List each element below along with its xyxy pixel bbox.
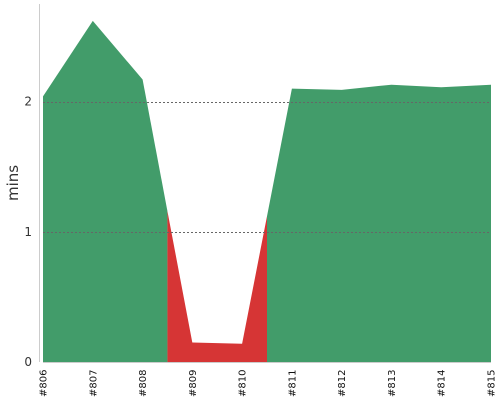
- x-tick-label-812: #812: [337, 370, 348, 397]
- y-tick-label-0: 0: [24, 355, 32, 369]
- gridlines: [43, 102, 491, 233]
- x-tick-label-813: #813: [387, 370, 398, 397]
- y-tick-label-2: 2: [24, 95, 32, 109]
- x-tick-label-806: #806: [39, 370, 50, 397]
- x-tick-label-811: #811: [287, 370, 298, 397]
- area-segment-good: [267, 84, 491, 362]
- y-tick-label-1: 1: [24, 225, 32, 239]
- x-tick-label-814: #814: [437, 370, 448, 397]
- x-tick-label-809: #809: [188, 370, 199, 397]
- x-tick-label-808: #808: [138, 370, 149, 397]
- y-tick-labels: 0 1 2: [24, 95, 32, 369]
- area-series: [43, 20, 491, 363]
- area-segment-bad: [167, 211, 267, 362]
- axes: [39, 4, 491, 363]
- area-segment-good: [43, 20, 168, 363]
- y-axis-label: mins: [4, 165, 22, 201]
- x-tick-label-815: #815: [487, 370, 498, 397]
- x-tick-labels: #806 #807 #808 #809 #810 #811 #812 #813 #814 #815: [39, 370, 498, 397]
- x-tick-label-810: #810: [238, 370, 249, 397]
- x-tick-label-807: #807: [88, 370, 99, 397]
